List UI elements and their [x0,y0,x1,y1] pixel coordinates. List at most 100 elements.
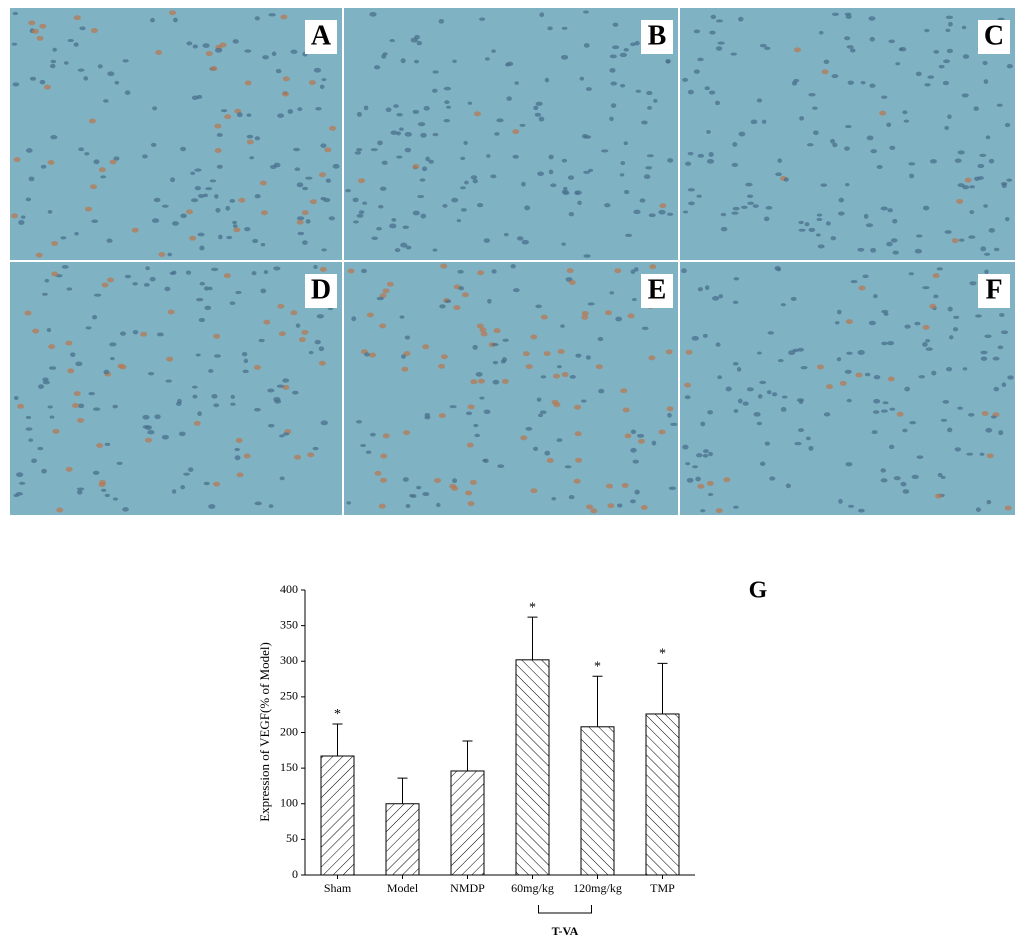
cell [604,203,611,208]
cell [586,504,594,510]
cell [764,441,770,446]
cell [888,444,895,450]
cell [707,410,714,415]
cell [267,388,275,393]
cell [85,206,93,212]
cell [980,350,988,355]
cell [546,457,554,463]
cell [581,399,587,403]
cell [681,268,687,274]
cell [585,87,592,92]
cell [718,294,724,299]
cell [766,390,772,395]
cell [358,210,365,214]
cell [103,99,109,103]
cell [502,338,509,342]
cell [614,268,622,274]
cell [66,287,73,291]
cell [846,45,854,49]
cell [630,42,636,47]
cell [551,399,559,405]
cell [13,395,19,400]
cell [561,26,568,30]
cell [771,392,778,397]
cell [720,226,728,232]
cell [607,503,615,509]
cell [708,90,716,95]
panel-label: E [648,274,667,305]
cell [996,103,1003,107]
cell [199,281,206,286]
cell [723,477,731,483]
cell [914,248,923,254]
cell [150,17,155,23]
cell [48,344,56,350]
y-tick-label: 400 [280,582,298,596]
cell [391,218,397,222]
cell [980,246,987,252]
cell [761,119,767,124]
cell [422,344,430,350]
cell [147,372,155,376]
cell [192,44,198,49]
cell [484,57,490,61]
cell [396,112,403,117]
cell [922,205,930,211]
cell [980,356,988,361]
cell [432,248,438,252]
cell [71,402,79,408]
cell [268,13,276,17]
cell [378,205,384,209]
cell [806,143,814,147]
cell [11,213,19,219]
cell [889,145,896,150]
cell [610,103,617,108]
y-tick-label: 300 [280,653,298,667]
cell [725,386,732,392]
cell [232,39,239,44]
cell [539,12,545,18]
cell [808,227,816,232]
cell [197,411,202,417]
cell [169,271,175,276]
cell [993,386,1000,392]
cell [324,147,332,153]
cell [354,151,362,155]
cell [25,415,32,420]
cell [460,186,466,190]
cell [457,269,464,274]
cell [982,60,988,66]
cell [142,414,150,420]
cell [482,458,488,463]
cell [777,158,783,163]
cell [235,437,243,443]
cell [900,481,907,487]
cell [293,147,301,152]
cell [143,282,150,287]
cell [540,375,547,379]
cell [844,12,852,16]
cell [717,375,723,380]
cell [225,205,231,211]
cell [11,42,18,46]
cell [568,494,575,500]
cell [738,131,746,137]
cell [759,380,767,385]
cell [562,191,570,195]
cell [651,440,657,446]
cell [104,442,111,446]
cell [403,351,411,357]
cell [620,161,626,166]
cell [975,314,982,318]
cell [214,147,222,153]
cell [85,326,92,330]
cell [13,493,20,498]
cell [100,488,107,492]
cell [940,418,948,422]
cell [251,270,257,276]
cell [364,352,370,357]
cell [501,378,509,384]
cell [697,483,705,489]
cell [77,403,85,409]
cell [666,212,674,216]
